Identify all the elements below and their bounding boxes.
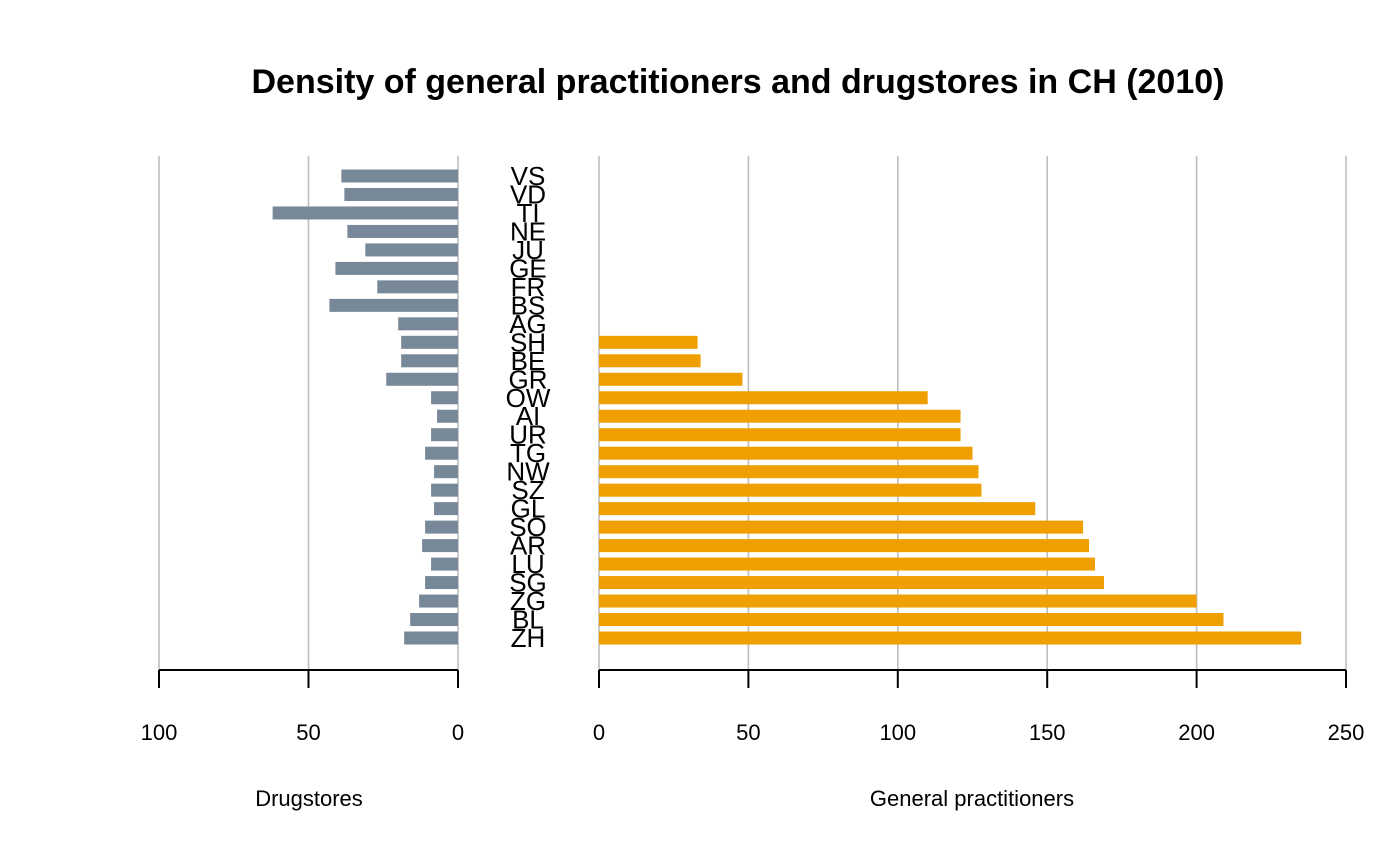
category-label-sh: SH [510, 327, 546, 357]
category-label-sg: SG [509, 568, 547, 598]
practitioners-tick-label: 150 [1029, 720, 1066, 745]
category-label-be: BE [511, 346, 546, 376]
drugstores-bar-lu [431, 557, 458, 571]
drugstores-tick-label: 0 [452, 720, 464, 745]
practitioners-bar-bl [599, 613, 1224, 627]
practitioners-bar-nw [599, 465, 979, 479]
category-label-ur: UR [509, 420, 547, 450]
category-labels: VSVDTINEJUGEFRBSAGSHBEGROWAIURTGNWSZGLSO… [506, 161, 551, 653]
drugstores-bar-so [425, 520, 458, 534]
category-label-lu: LU [511, 549, 544, 579]
category-label-ow: OW [506, 383, 551, 413]
practitioners-bar-ow [599, 391, 928, 405]
drugstores-bar-fr [377, 280, 458, 294]
practitioners-tick-label: 0 [593, 720, 605, 745]
category-label-ju: JU [512, 235, 544, 265]
drugstores-bar-ar [422, 539, 458, 553]
category-label-tg: TG [510, 438, 546, 468]
drugstores-axis-label: Drugstores [255, 786, 363, 811]
practitioners-bar-tg [599, 446, 973, 460]
drugstores-tick-label: 100 [141, 720, 178, 745]
chart-title: Density of general practitioners and dru… [251, 63, 1224, 101]
category-label-sz: SZ [511, 475, 544, 505]
practitioners-bar-sh [599, 335, 698, 349]
category-label-so: SO [509, 512, 547, 542]
practitioners-axis-label: General practitioners [870, 786, 1074, 811]
category-label-ne: NE [510, 216, 546, 246]
drugstores-bar-bl [410, 613, 458, 627]
practitioners-bar-lu [599, 557, 1096, 571]
practitioners-bar-zg [599, 594, 1197, 608]
practitioners-bar-sz [599, 483, 982, 497]
practitioners-tick-label: 200 [1178, 720, 1215, 745]
practitioners-panel: 0 50 100 150 200 250 [593, 156, 1364, 745]
drugstores-bar-gl [434, 502, 458, 516]
practitioners-tick-label: 50 [736, 720, 760, 745]
drugstores-bar-sz [431, 483, 458, 497]
drugstores-panel: 100 50 0 [141, 156, 464, 745]
drugstores-bar-vs [341, 169, 458, 183]
category-label-nw: NW [506, 457, 550, 487]
drugstores-bar-sh [401, 335, 458, 349]
practitioners-tick-label: 100 [879, 720, 916, 745]
practitioners-bar-ar [599, 539, 1090, 553]
practitioners-bar-be [599, 354, 701, 368]
drugstores-bar-be [401, 354, 458, 368]
drugstores-tick-label: 50 [296, 720, 320, 745]
practitioners-bar-ur [599, 428, 961, 442]
drugstores-bar-tg [425, 446, 458, 460]
practitioners-bar-sg [599, 576, 1104, 590]
category-label-zh: ZH [511, 623, 546, 653]
drugstores-bar-nw [434, 465, 458, 479]
drugstores-bar-sg [425, 576, 458, 590]
category-label-gr: GR [509, 364, 548, 394]
practitioners-bar-gl [599, 502, 1036, 516]
drugstores-bar-bs [329, 298, 458, 312]
practitioners-bar-zh [599, 631, 1302, 645]
category-label-zg: ZG [510, 586, 546, 616]
drugstores-bar-ai [437, 409, 458, 423]
drugstores-bar-zg [419, 594, 458, 608]
drugstores-bar-ge [335, 261, 458, 275]
practitioners-tick-label: 250 [1328, 720, 1365, 745]
practitioners-bar-so [599, 520, 1084, 534]
category-label-ge: GE [509, 253, 547, 283]
category-label-bs: BS [511, 290, 546, 320]
drugstores-bar-ag [398, 317, 458, 331]
drugstores-bar-zh [404, 631, 458, 645]
category-label-vd: VD [510, 179, 546, 209]
category-label-bl: BL [512, 605, 544, 635]
category-label-ag: AG [509, 309, 547, 339]
category-label-ti: TI [516, 198, 539, 228]
drugstores-bar-ju [365, 243, 458, 257]
drugstores-bar-ne [347, 224, 458, 238]
category-label-ai: AI [516, 401, 541, 431]
drugstores-bar-ur [431, 428, 458, 442]
practitioners-bar-gr [599, 372, 743, 386]
drugstores-bar-vd [344, 187, 458, 201]
drugstores-bar-ow [431, 391, 458, 405]
drugstores-bar-gr [386, 372, 458, 386]
practitioners-bar-ai [599, 409, 961, 423]
category-label-ar: AR [510, 531, 546, 561]
drugstores-bar-ti [272, 206, 458, 220]
category-label-vs: VS [511, 161, 546, 191]
category-label-gl: GL [511, 494, 546, 524]
category-label-fr: FR [511, 272, 546, 302]
